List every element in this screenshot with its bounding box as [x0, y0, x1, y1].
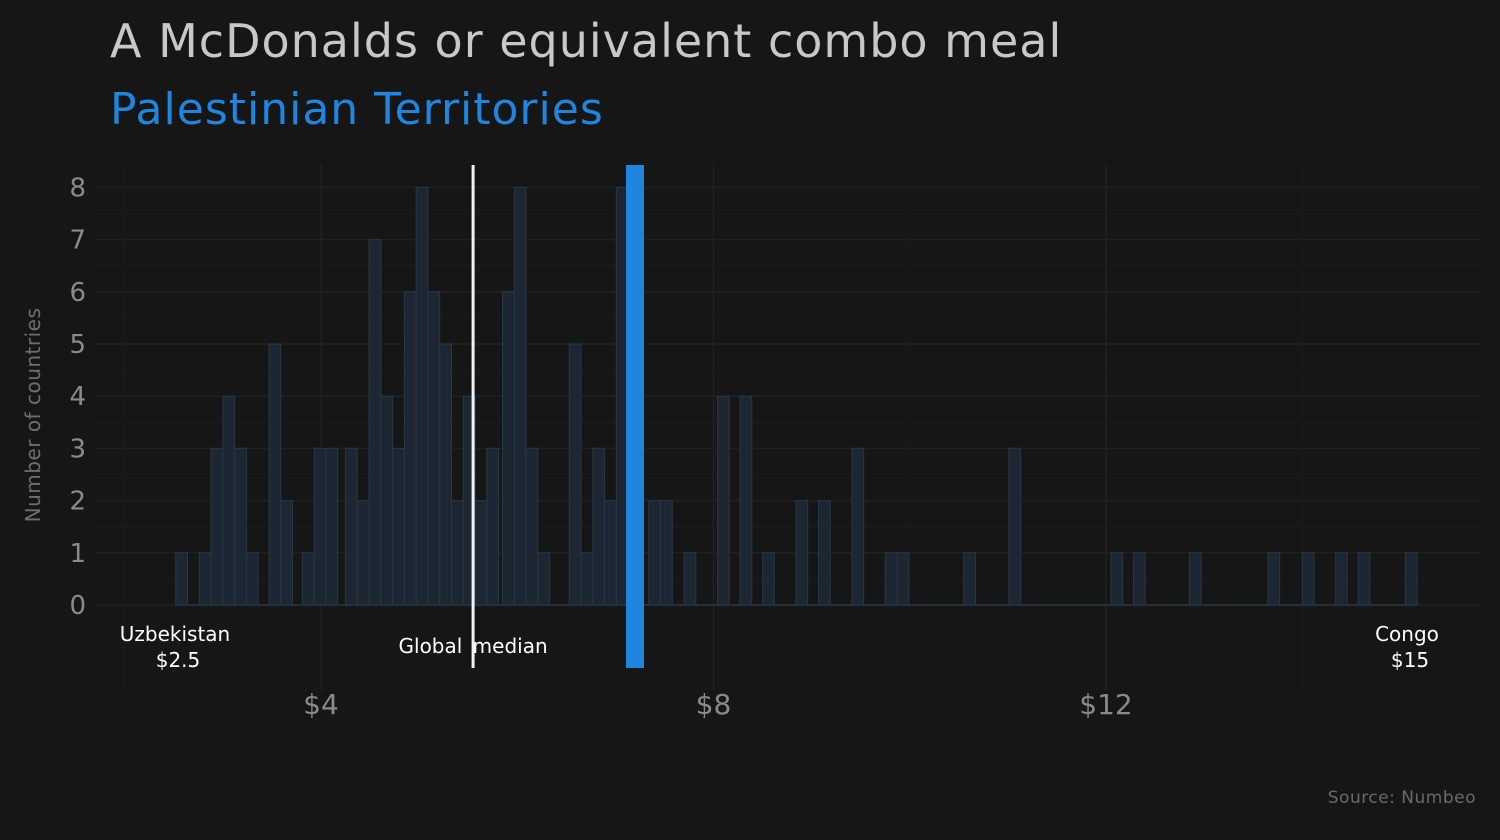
- annotation-max-country: Congo: [1375, 622, 1439, 646]
- source-note: Source: Numbeo: [1327, 788, 1476, 808]
- histogram-bar: [210, 447, 224, 606]
- histogram-bar: [403, 291, 417, 606]
- histogram-bar: [175, 552, 189, 606]
- histogram-bar: [439, 343, 453, 606]
- histogram-bar: [851, 447, 865, 606]
- chart-subtitle: Palestinian Territories: [110, 84, 604, 135]
- median-label: Global median: [399, 634, 548, 658]
- histogram-bar: [313, 447, 327, 606]
- y-tick-label: 7: [69, 226, 86, 256]
- histogram-bar: [817, 500, 831, 606]
- histogram-bar: [537, 552, 551, 606]
- histogram-bar: [1357, 552, 1371, 606]
- histogram-bar: [427, 291, 441, 606]
- highlight-country-line: [626, 165, 644, 668]
- y-axis-title: Number of countries: [21, 308, 45, 523]
- histogram-bar: [716, 395, 730, 606]
- histogram-bar: [795, 500, 809, 606]
- histogram-bar: [380, 395, 394, 606]
- histogram-bar: [1301, 552, 1315, 606]
- histogram-bar: [525, 447, 539, 606]
- y-tick-label: 6: [69, 278, 86, 308]
- y-tick-label: 8: [69, 173, 86, 203]
- histogram-bar: [604, 500, 617, 606]
- histogram-bar: [368, 239, 382, 606]
- histogram-bar: [198, 552, 212, 606]
- histogram-bar: [739, 395, 753, 606]
- histogram-bar: [1110, 552, 1124, 606]
- histogram-bar: [1008, 447, 1022, 606]
- annotation-max-value: $15: [1391, 648, 1429, 672]
- histogram-bar: [451, 500, 464, 606]
- histogram-bar: [222, 395, 236, 606]
- histogram-bar: [762, 552, 775, 606]
- y-tick-label: 0: [69, 591, 86, 621]
- histogram-bar: [280, 500, 294, 606]
- histogram-bar: [486, 447, 500, 606]
- histogram-bar: [580, 552, 594, 606]
- y-tick-label: 1: [69, 539, 86, 569]
- histogram-bar: [1404, 552, 1418, 606]
- annotations: Uzbekistan$2.5 Congo$15 Global median: [120, 622, 1439, 672]
- histogram-bar: [884, 552, 898, 606]
- histogram-bar: [234, 447, 247, 606]
- x-tick-label: $8: [696, 688, 732, 721]
- histogram-bar: [356, 500, 370, 606]
- histogram-bar: [301, 552, 315, 606]
- annotation-min-country: Uzbekistan: [120, 622, 230, 646]
- median-line: [471, 165, 475, 668]
- histogram-bar: [648, 500, 662, 606]
- histogram-bar: [245, 552, 259, 606]
- histogram-bar: [474, 500, 488, 606]
- histogram-bar: [896, 552, 910, 606]
- histogram-bar: [1188, 552, 1202, 606]
- x-tick-label: $12: [1079, 688, 1132, 721]
- y-tick-label: 3: [69, 434, 86, 464]
- histogram-bar: [963, 552, 976, 606]
- histogram-bar: [345, 447, 358, 606]
- y-tick-label: 4: [69, 382, 86, 412]
- y-tick-label: 5: [69, 330, 86, 360]
- reference-lines: [471, 165, 644, 668]
- y-tick-label: 2: [69, 487, 86, 517]
- histogram-bar: [392, 447, 405, 606]
- histogram-bar: [660, 500, 673, 606]
- y-tick-labels: 0 1 2 3 4 5 6 7 8: [69, 173, 86, 621]
- histogram-bar: [592, 447, 606, 606]
- histogram-bar: [502, 291, 515, 606]
- histogram-bar: [415, 186, 429, 606]
- histogram-bars: [175, 186, 1418, 606]
- histogram-bar: [513, 186, 527, 606]
- chart-title: A McDonalds or equivalent combo meal: [110, 14, 1063, 68]
- histogram-bar: [1132, 552, 1146, 606]
- x-tick-label: $4: [303, 688, 339, 721]
- annotation-min-value: $2.5: [156, 648, 201, 672]
- histogram-bar: [683, 552, 697, 606]
- histogram-bar: [568, 343, 582, 606]
- histogram-bar: [268, 343, 282, 606]
- x-tick-labels: $4 $8 $12: [303, 688, 1133, 721]
- histogram-bar: [1335, 552, 1348, 606]
- grid-lines: [95, 165, 1480, 690]
- histogram-bar: [325, 447, 339, 606]
- histogram-bar: [1267, 552, 1281, 606]
